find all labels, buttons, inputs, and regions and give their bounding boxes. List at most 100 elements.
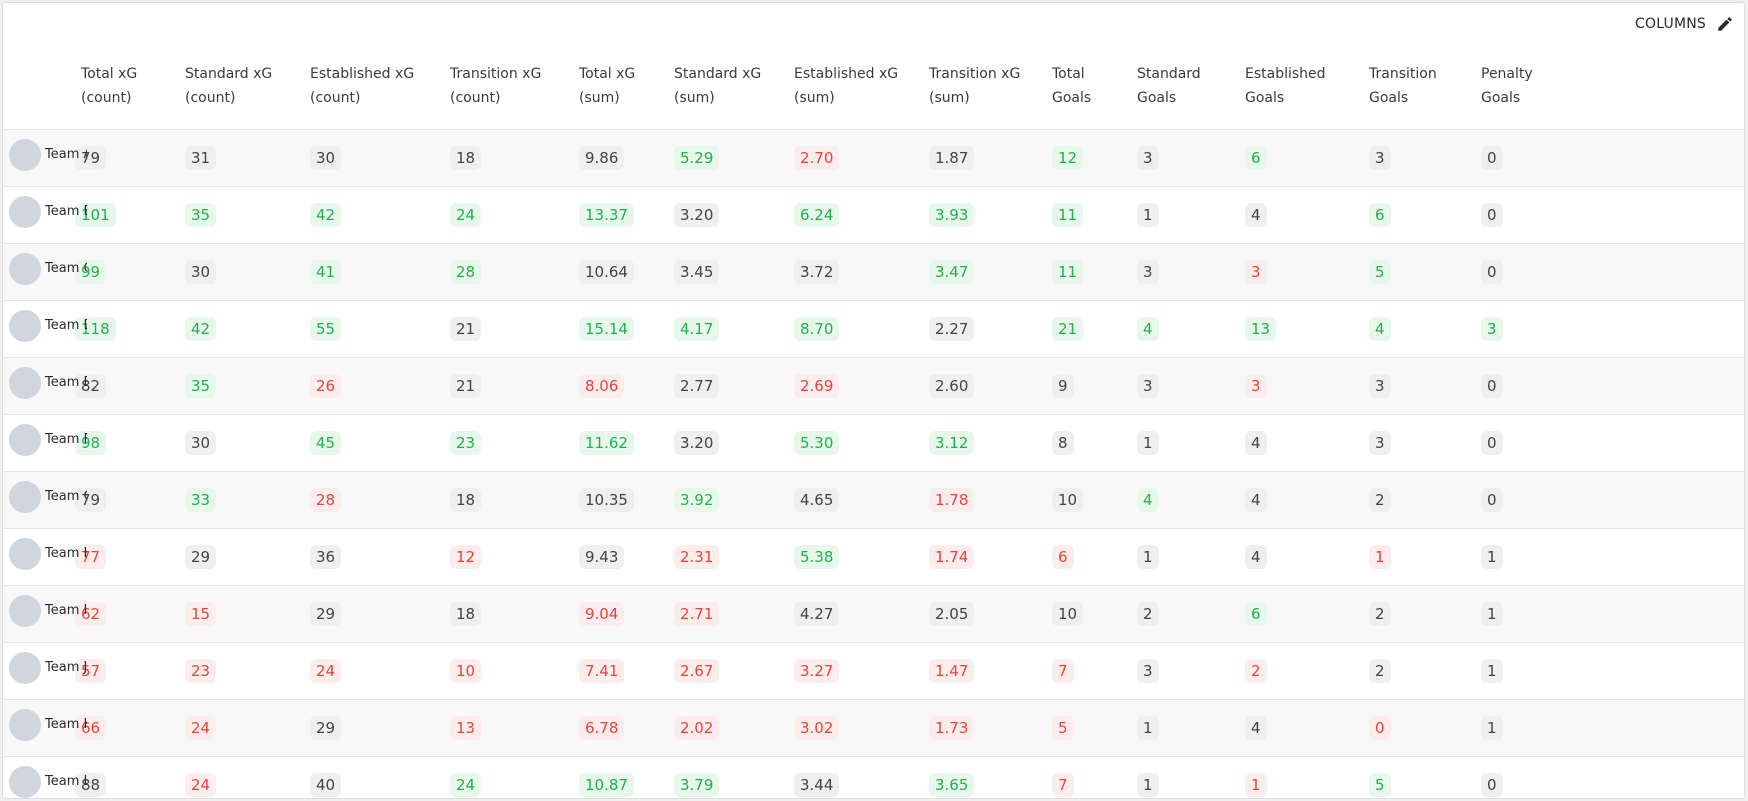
column-header[interactable]: Total Goals bbox=[1052, 53, 1137, 130]
table-row[interactable]: Team F 98 30 45 23 11.62 3.20 5.30 3.12 8 1 4 3 0 bbox=[3, 414, 1744, 472]
stat-chip-good: 5.29 bbox=[674, 146, 720, 170]
stat-cell: 11 bbox=[1052, 244, 1137, 301]
column-header-line2: (sum) bbox=[794, 90, 835, 106]
team-name: Team H bbox=[45, 546, 87, 561]
stat-cell: 6 bbox=[1369, 187, 1481, 244]
column-header-line2: Goals bbox=[1481, 90, 1521, 106]
stat-chip-bad: 1 bbox=[1245, 773, 1267, 797]
stat-chip-neutral: 10.64 bbox=[579, 260, 634, 284]
stat-cell: 3 bbox=[1369, 415, 1481, 472]
team-avatar bbox=[9, 537, 41, 570]
column-header[interactable]: Established xG (count) bbox=[310, 53, 450, 130]
table-row[interactable]: Team E82 35 26 21 8.06 2.77 2.69 2.60 9 3 3 3 0 bbox=[3, 357, 1744, 415]
stat-cell: 7 bbox=[1052, 643, 1137, 700]
table-row[interactable]: Team G79 33 28 18 10.35 3.92 4.65 1.78 10 4 4 2 0 bbox=[3, 471, 1744, 529]
stat-chip-bad: 9.04 bbox=[579, 602, 625, 626]
stat-cell: 30 bbox=[310, 130, 450, 187]
team-avatar bbox=[9, 480, 41, 513]
stat-chip-neutral: 1.87 bbox=[929, 146, 975, 170]
stat-cell: 24 bbox=[450, 187, 579, 244]
stat-cell: 2 bbox=[1369, 643, 1481, 700]
stat-cell: 4 bbox=[1137, 472, 1245, 529]
stat-chip-neutral: 2.77 bbox=[674, 374, 720, 398]
column-header[interactable]: Standard xG (count) bbox=[185, 53, 310, 130]
stat-cell: 4.27 bbox=[794, 586, 929, 643]
stat-cell: 15.14 bbox=[579, 301, 674, 358]
stat-cell: 8 bbox=[1052, 415, 1137, 472]
stat-chip-bad: 2.31 bbox=[674, 545, 720, 569]
stat-cell: 0 bbox=[1481, 130, 1626, 187]
stat-chip-neutral: 1 bbox=[1137, 716, 1159, 740]
stat-cell: 11 bbox=[1052, 187, 1137, 244]
table-row[interactable]: Team J 57 23 24 10 7.41 2.67 3.27 1.47 7 3 2 2 1 bbox=[3, 642, 1744, 700]
stat-cell: 1.47 bbox=[929, 643, 1052, 700]
stat-cell: 9 bbox=[1052, 358, 1137, 415]
stat-chip-neutral: 18 bbox=[450, 146, 482, 170]
stat-cell: 11.62 bbox=[579, 415, 674, 472]
table-row[interactable]: Team H77 29 36 12 9.43 2.31 5.38 1.74 6 1 4 1 1 bbox=[3, 528, 1744, 586]
stat-chip-good: 12 bbox=[1052, 146, 1084, 170]
table-row[interactable]: Team C99 30 41 28 10.64 3.45 3.72 3.47 11 3 3 5 0 bbox=[3, 243, 1744, 301]
stat-cell: 5.38 bbox=[794, 529, 929, 586]
stat-cell: 1 bbox=[1137, 415, 1245, 472]
team-avatar bbox=[9, 708, 41, 741]
column-header[interactable]: Transition xG (sum) bbox=[929, 53, 1052, 130]
table-row[interactable]: Team L 88 24 40 24 10.87 3.79 3.44 3.65 7 1 1 5 0 bbox=[3, 756, 1744, 798]
column-header[interactable]: Transition Goals bbox=[1369, 53, 1481, 130]
stat-chip-good: 28 bbox=[450, 260, 482, 284]
stat-cell: 5 bbox=[1369, 244, 1481, 301]
stat-chip-good: 11.62 bbox=[579, 431, 634, 455]
stat-cell: 30 bbox=[185, 415, 310, 472]
stat-cell: 62 bbox=[75, 586, 185, 643]
column-header[interactable]: Total xG (count) bbox=[81, 53, 185, 130]
column-header[interactable]: Standard xG (sum) bbox=[674, 53, 794, 130]
stat-cell: 3 bbox=[1137, 244, 1245, 301]
stat-cell: 98 bbox=[75, 415, 185, 472]
column-header-line2: Goals bbox=[1369, 90, 1409, 106]
team-cell: Team G bbox=[3, 472, 87, 529]
stat-chip-neutral: 9.86 bbox=[579, 146, 625, 170]
table-row[interactable]: Team K66 24 29 13 6.78 2.02 3.02 1.73 5 1 4 0 1 bbox=[3, 699, 1744, 757]
column-header[interactable]: Total xG (sum) bbox=[579, 53, 674, 130]
stat-chip-good: 24 bbox=[450, 773, 482, 797]
stat-cell: 10.35 bbox=[579, 472, 674, 529]
column-header[interactable]: Standard Goals bbox=[1137, 53, 1245, 130]
column-header[interactable]: Penalty Goals bbox=[1481, 53, 1626, 130]
stat-cell: 42 bbox=[185, 301, 310, 358]
column-header[interactable]: Established Goals bbox=[1245, 53, 1369, 130]
stat-cell: 13 bbox=[450, 700, 579, 757]
team-avatar bbox=[9, 195, 41, 228]
team-name: Team B bbox=[45, 204, 87, 219]
stat-cell: 3.02 bbox=[794, 700, 929, 757]
stat-cell: 2 bbox=[1137, 586, 1245, 643]
stat-chip-neutral: 82 bbox=[75, 374, 107, 398]
columns-button[interactable]: COLUMNS bbox=[1635, 15, 1734, 33]
stat-cell: 6 bbox=[1245, 586, 1369, 643]
stat-cell: 28 bbox=[450, 244, 579, 301]
team-cell: Team I bbox=[3, 586, 87, 643]
column-header[interactable]: Transition xG (count) bbox=[450, 53, 579, 130]
stat-cell: 2.60 bbox=[929, 358, 1052, 415]
stat-chip-bad: 15 bbox=[185, 602, 217, 626]
column-header-line2: (count) bbox=[185, 90, 236, 106]
table-row[interactable]: Team I 62 15 29 18 9.04 2.71 4.27 2.05 10 2 6 2 1 bbox=[3, 585, 1744, 643]
stat-chip-good: 4 bbox=[1369, 317, 1391, 341]
stat-chip-good: 4 bbox=[1137, 317, 1159, 341]
stat-chip-good: 42 bbox=[310, 203, 342, 227]
stat-chip-neutral: 3 bbox=[1369, 431, 1391, 455]
table-row[interactable]: Team D118 42 55 21 15.14 4.17 8.70 2.27 21 4 13 4 3 bbox=[3, 300, 1744, 358]
stat-chip-bad: 62 bbox=[75, 602, 107, 626]
stat-cell: 31 bbox=[185, 130, 310, 187]
stat-chip-good: 6 bbox=[1245, 146, 1267, 170]
stat-cell: 2.71 bbox=[674, 586, 794, 643]
stat-chip-neutral: 10 bbox=[1052, 602, 1084, 626]
column-header[interactable]: Established xG (sum) bbox=[794, 53, 929, 130]
stat-chip-neutral: 9.43 bbox=[579, 545, 625, 569]
stat-cell: 8.70 bbox=[794, 301, 929, 358]
stat-cell: 4.17 bbox=[674, 301, 794, 358]
stat-cell: 0 bbox=[1481, 358, 1626, 415]
stat-cell: 4 bbox=[1245, 700, 1369, 757]
stat-cell: 3 bbox=[1245, 358, 1369, 415]
